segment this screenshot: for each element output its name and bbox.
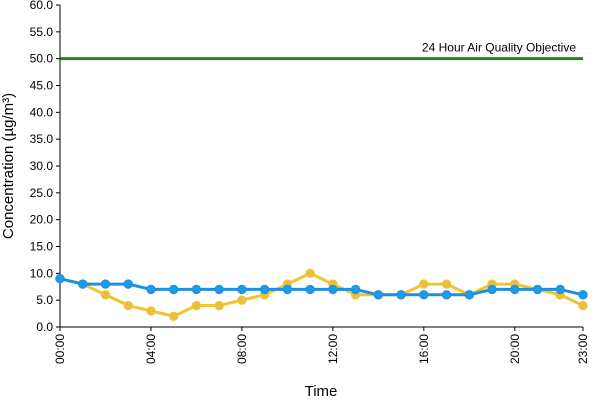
data-point — [237, 295, 247, 305]
data-point — [396, 290, 406, 300]
x-tick-label: 23:00 — [576, 334, 590, 364]
data-point — [100, 290, 111, 300]
data-point — [55, 274, 65, 284]
y-tick-label: 45.0 — [30, 79, 54, 93]
data-point — [282, 284, 293, 295]
x-axis-ticks: 00:00 04:00 08:00 12:00 16:00 20:00 23:00 — [53, 327, 590, 364]
y-axis-title: Concentration (µg/m³) — [0, 93, 17, 239]
data-point — [168, 284, 179, 295]
data-point — [464, 290, 475, 300]
data-point — [328, 284, 338, 295]
y-tick-label: 40.0 — [30, 105, 54, 119]
y-tick-label: 15.0 — [30, 240, 54, 254]
data-point — [237, 284, 247, 295]
data-point — [373, 290, 384, 300]
data-point — [214, 284, 224, 295]
x-tick-label: 12:00 — [326, 334, 340, 364]
x-tick-label: 00:00 — [53, 334, 67, 364]
y-tick-label: 55.0 — [30, 25, 54, 39]
y-tick-label: 0.0 — [36, 320, 53, 334]
data-point — [100, 279, 111, 289]
data-point — [146, 284, 156, 295]
data-point — [441, 290, 452, 300]
x-tick-label: 08:00 — [235, 334, 249, 364]
data-point — [123, 279, 133, 289]
y-tick-label: 50.0 — [30, 52, 54, 66]
data-point — [146, 306, 156, 316]
data-point — [191, 284, 202, 295]
data-point — [305, 268, 315, 279]
data-point — [78, 279, 88, 289]
data-point — [419, 279, 429, 289]
x-axis-title: Time — [305, 383, 338, 400]
air-quality-objective-label: 24 Hour Air Quality Objective — [422, 41, 576, 55]
data-point — [578, 300, 588, 311]
y-tick-label: 30.0 — [30, 159, 54, 173]
data-point — [350, 284, 361, 295]
y-tick-label: 20.0 — [30, 213, 54, 227]
data-point — [487, 284, 497, 295]
series-layer — [55, 268, 588, 321]
series-line — [59, 277, 584, 297]
y-tick-label: 5.0 — [36, 293, 53, 307]
y-tick-label: 60.0 — [30, 0, 54, 12]
y-axis-ticks: 0.0 5.0 10.0 15.0 20.0 25.0 30.0 35.0 40.0 45.0 50… — [30, 0, 60, 334]
data-point — [555, 284, 565, 295]
data-point — [191, 300, 202, 311]
data-point — [259, 284, 270, 295]
data-point — [123, 300, 133, 311]
data-point — [419, 290, 429, 300]
data-point — [168, 311, 179, 321]
x-tick-label: 20:00 — [508, 334, 522, 364]
data-point — [532, 284, 543, 295]
data-point — [510, 284, 520, 295]
x-tick-label: 04:00 — [144, 334, 158, 364]
series-1 — [55, 268, 588, 321]
y-tick-label: 35.0 — [30, 132, 54, 146]
y-tick-label: 10.0 — [30, 266, 54, 280]
y-tick-label: 25.0 — [30, 186, 54, 200]
data-point — [441, 279, 452, 289]
series-2 — [55, 274, 588, 300]
series-line — [59, 271, 584, 318]
data-point — [214, 300, 224, 311]
x-tick-label: 16:00 — [417, 334, 431, 364]
data-point — [578, 290, 588, 300]
data-point — [305, 284, 315, 295]
